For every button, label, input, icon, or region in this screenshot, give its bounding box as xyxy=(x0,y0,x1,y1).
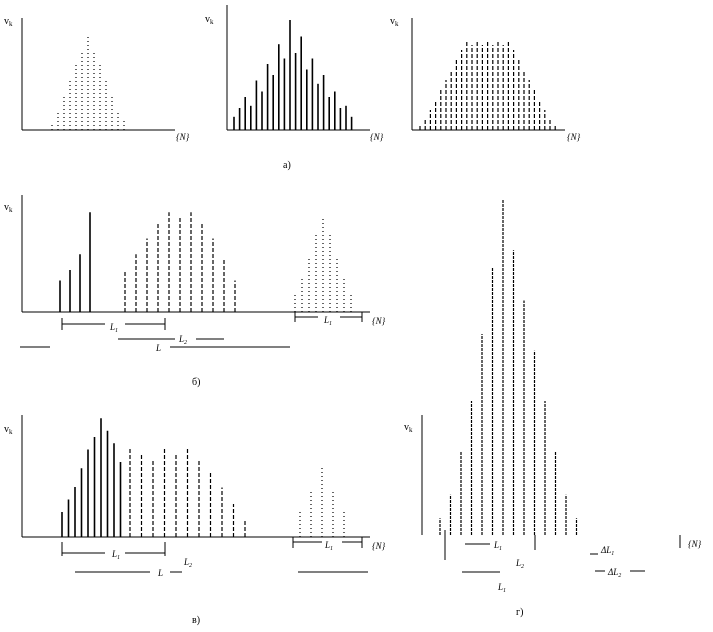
caption-a: а) xyxy=(283,160,291,171)
label-l-bottom: L1 xyxy=(497,582,506,594)
panel-a2: vk {N} xyxy=(205,5,384,142)
panel-g: vk {N} L1 L2 L1 ΔL1 ΔL2 xyxy=(404,200,702,594)
label-l1: L1 xyxy=(493,540,502,552)
x-axis-label: {N} xyxy=(567,132,581,142)
label-l: L xyxy=(157,568,163,578)
bars-group xyxy=(233,20,353,130)
y-axis-label: vk xyxy=(4,16,13,28)
caption-v: в) xyxy=(192,615,200,626)
x-axis-label: {N} xyxy=(370,132,384,142)
label-l: L xyxy=(155,343,161,353)
label-l2: L2 xyxy=(515,558,524,570)
panel-b: vk {N} L1 L2 L L1 xyxy=(4,195,386,353)
bars-group xyxy=(439,200,578,535)
caption-g: г) xyxy=(516,607,523,618)
bars-group xyxy=(419,40,556,130)
y-axis-label: vk xyxy=(390,16,399,28)
label-dl1: ΔL1 xyxy=(600,545,614,557)
label-l1: L1 xyxy=(109,322,118,334)
panel-a3: vk {N} xyxy=(390,16,581,142)
x-axis-label: {N} xyxy=(688,539,702,549)
y-axis-label: vk xyxy=(404,422,413,434)
caption-b: б) xyxy=(192,377,200,388)
y-axis-label: vk xyxy=(4,202,13,214)
bars-group xyxy=(51,35,125,130)
y-axis-label: vk xyxy=(4,424,13,436)
label-l2: L2 xyxy=(178,334,187,346)
panel-v: vk {N} L1 L2 L L1 xyxy=(4,415,386,578)
label-l1: L1 xyxy=(111,549,120,561)
bars-group xyxy=(59,212,352,312)
y-axis-label: vk xyxy=(205,14,214,26)
x-axis-label: {N} xyxy=(176,132,190,142)
label-l1-right: L1 xyxy=(323,315,332,327)
panel-a1: vk {N} xyxy=(4,16,190,142)
label-l2: L2 xyxy=(183,557,192,569)
x-axis-label: {N} xyxy=(372,541,386,551)
label-dl2: ΔL2 xyxy=(607,567,621,579)
bars-group xyxy=(61,418,345,537)
x-axis-label: {N} xyxy=(372,316,386,326)
label-l1-right: L1 xyxy=(324,540,333,552)
